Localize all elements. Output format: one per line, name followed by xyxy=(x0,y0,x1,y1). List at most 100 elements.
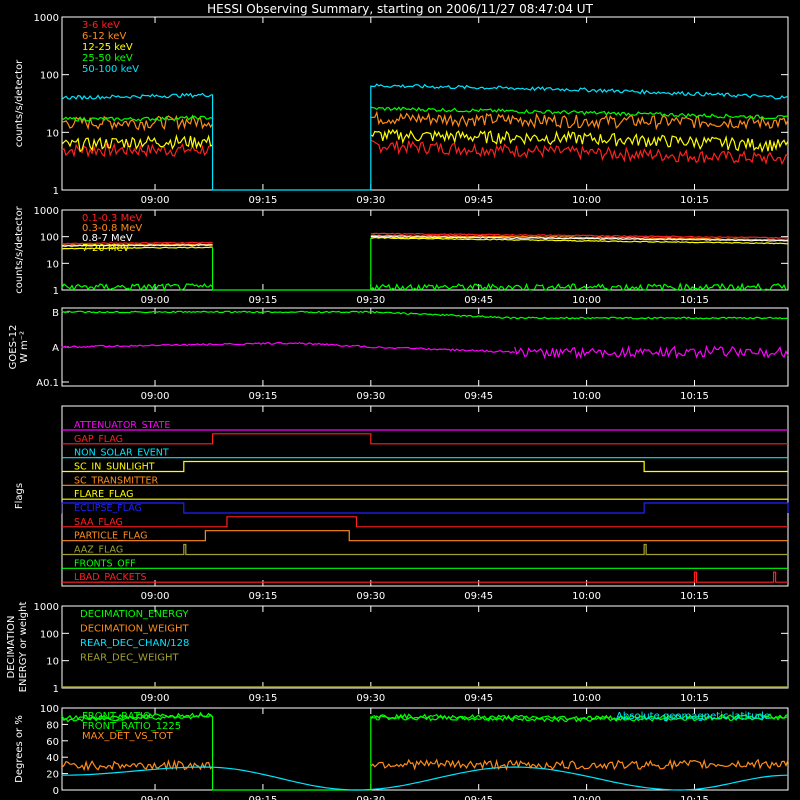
legend-entry: FRONT_RATIO xyxy=(82,711,151,722)
flag-label: SAA_FLAG xyxy=(74,517,123,528)
legend-entry: 50-100 keV xyxy=(82,64,139,75)
series-1-line xyxy=(370,139,789,166)
series-4-line xyxy=(61,115,213,122)
series-1-line xyxy=(370,232,788,239)
legend-entry: 3-6 keV xyxy=(82,20,120,31)
goes-series-1-segment xyxy=(61,310,371,314)
series-5-line xyxy=(370,83,789,100)
x-tick-label: 10:15 xyxy=(680,391,709,402)
y-tick-label: 60 xyxy=(46,737,59,748)
series-2-line xyxy=(61,713,214,723)
series-1-line xyxy=(61,141,213,158)
x-tick-label: 09:15 xyxy=(249,693,278,704)
x-tick-label: 09:00 xyxy=(141,195,170,206)
flag-line-sc-in-sunlight xyxy=(62,460,788,473)
y-tick-label: 1 xyxy=(53,286,59,297)
x-tick-label: 09:45 xyxy=(464,391,493,402)
x-tick-label: 10:15 xyxy=(680,795,709,800)
flag-label: LBAD_PACKETS xyxy=(74,572,147,583)
flag-label: ECLIPSE_FLAG xyxy=(74,503,142,514)
legend-entry: 25-50 keV xyxy=(82,53,133,64)
x-tick-label: 10:00 xyxy=(572,195,601,206)
y-tick-label: 1 xyxy=(53,684,59,695)
flag-label: FLARE_FLAG xyxy=(74,489,134,500)
x-tick-label: 10:15 xyxy=(680,591,709,602)
legend-entry: REAR_DEC_CHAN/128 xyxy=(80,638,189,649)
goes-series-2-segment xyxy=(514,345,695,360)
x-tick-label: 09:45 xyxy=(464,591,493,602)
series-5-line xyxy=(61,283,214,292)
x-tick-label: 09:15 xyxy=(249,391,278,402)
y-tick-label: 80 xyxy=(46,720,59,731)
chart-title: HESSI Observing Summary, starting on 200… xyxy=(207,2,593,16)
goes-series-1-segment xyxy=(694,316,789,320)
y-tick-label: 100 xyxy=(40,233,59,244)
flag-line-aaz-flag xyxy=(62,543,788,556)
panel-5: 09:00 09:15 09:30 09:45 10:00 10:15 DECIMATION… xyxy=(6,602,789,704)
y-tick-label: 10 xyxy=(46,657,59,668)
x-tick-label: 10:15 xyxy=(680,693,709,704)
x-tick-label: 09:00 xyxy=(141,693,170,704)
y-tick-label: 100 xyxy=(40,704,59,715)
panel-4: 09:00 09:15 09:30 09:45 10:00 10:15 Flags ATTEN… xyxy=(14,405,789,602)
series-4-line xyxy=(370,106,789,120)
series-2-line xyxy=(370,234,789,241)
flag-line-lbad-packets xyxy=(62,571,788,583)
series-4-line xyxy=(61,246,213,250)
series-5-line xyxy=(370,282,789,292)
x-tick-label: 09:45 xyxy=(464,195,493,206)
x-tick-label: 09:00 xyxy=(141,295,170,306)
goes-series-2-segment xyxy=(298,341,371,349)
panel-frame xyxy=(61,605,789,689)
flag-line-particle-flag xyxy=(62,530,788,542)
y-tick-label: 0 xyxy=(53,786,59,797)
panel-1: 09:00 09:15 09:30 09:45 10:00 10:15 counts/s/d… xyxy=(14,13,789,206)
legend-entry: DECIMATION_WEIGHT xyxy=(80,624,189,635)
x-tick-label: 09:00 xyxy=(141,795,170,800)
y-tick-label: 20 xyxy=(46,770,59,781)
panel-frame xyxy=(61,707,789,791)
flag-label: AAZ_FLAG xyxy=(74,545,123,556)
flag-label: SC_IN_SUNLIGHT xyxy=(74,462,155,473)
flag-label: GAP_FLAG xyxy=(74,434,123,445)
goes-series-2-segment xyxy=(61,341,299,349)
flag-line-saa-flag xyxy=(62,516,788,528)
series-4-line xyxy=(370,236,789,245)
flag-line-eclipse-flag xyxy=(60,502,789,514)
x-tick-label: 10:00 xyxy=(572,391,601,402)
x-tick-label: 10:00 xyxy=(572,693,601,704)
flag-label: FRONTS_OFF xyxy=(74,558,136,569)
gap-drop-line xyxy=(211,85,372,191)
y-axis-label: ENERGY or weight xyxy=(18,602,29,693)
y-tick-label: A xyxy=(52,343,59,354)
x-tick-label: 09:45 xyxy=(464,795,493,800)
x-tick-label: 09:30 xyxy=(356,391,385,402)
y-tick-label: 1000 xyxy=(34,602,59,613)
panel-2: 09:00 09:15 09:30 09:45 10:00 10:15 counts/s/d… xyxy=(14,205,789,306)
x-tick-label: 09:00 xyxy=(141,391,170,402)
x-tick-label: 09:30 xyxy=(356,693,385,704)
legend-entry: 12-25 keV xyxy=(82,42,133,53)
series-3-line xyxy=(370,128,789,153)
x-tick-label: 09:15 xyxy=(249,795,278,800)
series-1-line xyxy=(61,241,213,245)
x-tick-label: 09:45 xyxy=(464,693,493,704)
x-tick-label: 10:15 xyxy=(680,295,709,306)
series-3-line xyxy=(61,133,213,153)
x-tick-label: 10:00 xyxy=(572,295,601,306)
x-tick-label: 09:00 xyxy=(141,591,170,602)
series-3-line xyxy=(370,235,789,242)
y-tick-label: 1 xyxy=(53,186,59,197)
legend-entry: 0.8-7 MeV xyxy=(82,233,133,244)
series-3-line xyxy=(61,244,213,247)
goes-series-1-segment xyxy=(586,316,695,320)
legend-entry: 6-12 keV xyxy=(82,31,126,42)
legend-entry: DECIMATION_ENERGY xyxy=(80,609,189,620)
x-tick-label: 09:15 xyxy=(249,195,278,206)
x-tick-label: 10:00 xyxy=(572,591,601,602)
y-axis-units: W m⁻² xyxy=(19,331,30,363)
x-tick-label: 10:00 xyxy=(572,795,601,800)
y-axis-label: DECIMATION xyxy=(6,615,17,678)
y-axis-label: Degrees or % xyxy=(14,715,25,783)
